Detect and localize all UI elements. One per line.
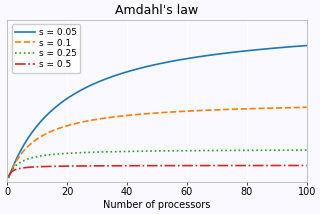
s = 0.1 bbox=[305, 106, 308, 108]
s = 0.05 bbox=[150, 64, 154, 67]
s = 0.05 bbox=[168, 60, 172, 63]
s = 0.5 bbox=[184, 164, 188, 167]
Title: Amdahl's law: Amdahl's law bbox=[115, 4, 199, 17]
s = 0.25 bbox=[148, 150, 152, 152]
s = 0.25 bbox=[150, 150, 154, 152]
s = 0.1 bbox=[298, 106, 301, 109]
s = 0.1 bbox=[168, 111, 172, 113]
s = 0.5 bbox=[168, 164, 172, 167]
s = 0.25 bbox=[184, 149, 188, 152]
s = 0.1 bbox=[251, 107, 255, 110]
s = 0.5 bbox=[148, 164, 152, 167]
Line: s = 0.1: s = 0.1 bbox=[9, 107, 307, 177]
Line: s = 0.25: s = 0.25 bbox=[9, 150, 307, 177]
s = 0.5 bbox=[7, 175, 11, 177]
s = 0.1 bbox=[148, 112, 152, 115]
s = 0.25 bbox=[305, 149, 308, 151]
s = 0.25 bbox=[168, 150, 172, 152]
s = 0.05 bbox=[184, 58, 188, 60]
s = 0.5 bbox=[251, 164, 255, 167]
s = 0.1 bbox=[150, 112, 154, 114]
s = 0.25 bbox=[7, 176, 11, 178]
s = 0.05 bbox=[305, 44, 308, 47]
s = 0.25 bbox=[298, 149, 301, 151]
Line: s = 0.5: s = 0.5 bbox=[9, 165, 307, 176]
s = 0.05 bbox=[251, 49, 255, 51]
s = 0.25 bbox=[251, 149, 255, 152]
s = 0.5 bbox=[150, 164, 154, 167]
X-axis label: Number of processors: Number of processors bbox=[103, 200, 211, 210]
s = 0.5 bbox=[305, 164, 308, 167]
Line: s = 0.05: s = 0.05 bbox=[9, 46, 307, 177]
Legend: s = 0.05, s = 0.1, s = 0.25, s = 0.5: s = 0.05, s = 0.1, s = 0.25, s = 0.5 bbox=[12, 24, 80, 73]
s = 0.1 bbox=[7, 176, 11, 178]
s = 0.05 bbox=[298, 45, 301, 47]
s = 0.05 bbox=[148, 64, 152, 67]
s = 0.05 bbox=[7, 176, 11, 179]
s = 0.1 bbox=[184, 110, 188, 113]
s = 0.5 bbox=[298, 164, 301, 167]
